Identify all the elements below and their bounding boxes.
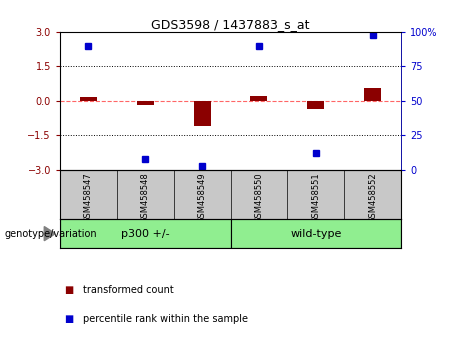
Text: ■: ■ xyxy=(65,285,74,295)
Text: GSM458549: GSM458549 xyxy=(198,172,207,223)
Text: transformed count: transformed count xyxy=(83,285,174,295)
Bar xyxy=(194,101,211,126)
Bar xyxy=(364,88,381,101)
Text: wild-type: wild-type xyxy=(290,229,342,239)
Polygon shape xyxy=(44,227,55,241)
Bar xyxy=(136,101,154,105)
Bar xyxy=(307,101,324,109)
Title: GDS3598 / 1437883_s_at: GDS3598 / 1437883_s_at xyxy=(151,18,310,31)
Text: GSM458552: GSM458552 xyxy=(368,172,377,223)
Text: GSM458548: GSM458548 xyxy=(141,172,150,223)
Text: GSM458547: GSM458547 xyxy=(84,172,93,223)
Text: p300 +/-: p300 +/- xyxy=(121,229,170,239)
Text: percentile rank within the sample: percentile rank within the sample xyxy=(83,314,248,324)
Bar xyxy=(80,97,97,101)
Bar xyxy=(60,219,230,248)
Bar xyxy=(250,96,267,101)
Text: GSM458551: GSM458551 xyxy=(311,172,320,223)
Text: GSM458550: GSM458550 xyxy=(254,172,263,223)
Text: genotype/variation: genotype/variation xyxy=(5,229,97,239)
Text: ■: ■ xyxy=(65,314,74,324)
Bar xyxy=(230,219,401,248)
